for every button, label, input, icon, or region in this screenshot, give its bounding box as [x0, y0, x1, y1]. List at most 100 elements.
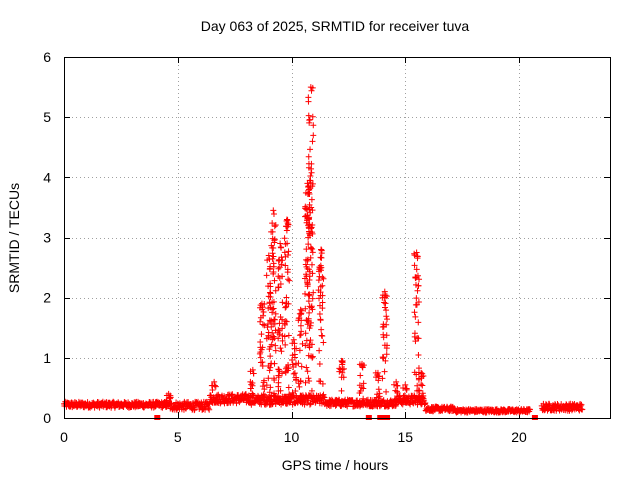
data-point	[412, 274, 419, 281]
data-point	[306, 341, 313, 348]
data-point	[308, 165, 315, 172]
data-point	[257, 318, 264, 325]
data-point	[285, 276, 292, 283]
data-point	[307, 254, 314, 261]
data-point	[380, 321, 387, 328]
data-point	[276, 366, 283, 373]
data-point	[282, 253, 289, 260]
data-point	[302, 203, 309, 210]
data-point	[375, 394, 382, 401]
data-point	[249, 366, 256, 373]
data-point	[270, 375, 277, 382]
x-tick-label: 5	[174, 429, 182, 445]
data-point	[307, 84, 314, 91]
data-point	[275, 335, 282, 342]
data-point	[275, 257, 282, 264]
data-point	[307, 179, 314, 186]
data-point	[282, 368, 289, 375]
data-point	[402, 385, 409, 392]
data-point	[337, 399, 344, 406]
data-point	[307, 232, 314, 239]
data-point	[307, 337, 314, 344]
data-point	[279, 325, 286, 332]
data-point	[321, 394, 328, 401]
data-point	[316, 273, 323, 280]
data-point	[309, 207, 316, 214]
data-point	[275, 379, 282, 386]
data-point	[316, 310, 323, 317]
data-point	[247, 378, 254, 385]
data-point	[305, 291, 312, 298]
data-point	[302, 379, 309, 386]
data-point	[303, 246, 310, 253]
data-point	[260, 308, 267, 315]
data-point	[376, 393, 383, 400]
data-point	[302, 330, 309, 337]
data-point	[260, 393, 267, 400]
data-point	[308, 196, 315, 203]
data-point	[212, 383, 219, 390]
data-point	[292, 388, 299, 395]
y-tick-label: 1	[43, 350, 51, 366]
data-point	[309, 354, 316, 361]
data-point	[384, 316, 391, 323]
data-point	[275, 387, 282, 394]
data-point	[279, 273, 286, 280]
data-point	[317, 378, 324, 385]
data-point	[279, 337, 286, 344]
data-point	[284, 220, 291, 227]
data-point	[319, 333, 326, 340]
data-point	[247, 385, 254, 392]
data-point	[165, 390, 172, 397]
data-point	[269, 336, 276, 343]
data-point	[309, 249, 316, 256]
data-point	[211, 399, 218, 406]
data-point	[213, 393, 220, 400]
data-point	[283, 227, 290, 234]
data-point	[270, 260, 277, 267]
data-point	[271, 239, 278, 246]
data-point	[315, 287, 322, 294]
data-point	[283, 397, 290, 404]
zero-marker	[154, 415, 161, 420]
data-point	[357, 372, 364, 379]
data-point	[272, 310, 279, 317]
data-point	[419, 382, 426, 389]
data-point	[414, 335, 421, 342]
data-point	[284, 266, 291, 273]
data-point	[285, 248, 292, 255]
data-point	[382, 292, 389, 299]
data-point	[285, 361, 292, 368]
data-point	[267, 353, 274, 360]
data-point	[296, 347, 303, 354]
data-point	[338, 357, 345, 364]
data-point	[315, 277, 322, 284]
data-point	[281, 333, 288, 340]
data-point	[401, 397, 408, 404]
data-point	[298, 363, 305, 370]
y-tick-label: 5	[43, 109, 51, 125]
data-point	[292, 377, 299, 384]
data-point	[412, 398, 419, 405]
data-point	[400, 384, 407, 391]
data-point	[257, 304, 264, 311]
data-point	[271, 236, 278, 243]
data-point	[304, 368, 311, 375]
data-point	[309, 229, 316, 236]
data-point	[249, 390, 256, 397]
data-point	[308, 87, 315, 94]
data-point	[252, 397, 259, 404]
data-point	[360, 395, 367, 402]
data-point	[338, 374, 345, 381]
data-point	[270, 211, 277, 218]
data-point	[304, 257, 311, 264]
data-point	[416, 387, 423, 394]
data-point	[293, 345, 300, 352]
data-point	[296, 315, 303, 322]
data-point	[284, 240, 291, 247]
data-point	[298, 310, 305, 317]
data-point	[318, 246, 325, 253]
data-point	[309, 246, 316, 253]
data-point	[394, 389, 401, 396]
